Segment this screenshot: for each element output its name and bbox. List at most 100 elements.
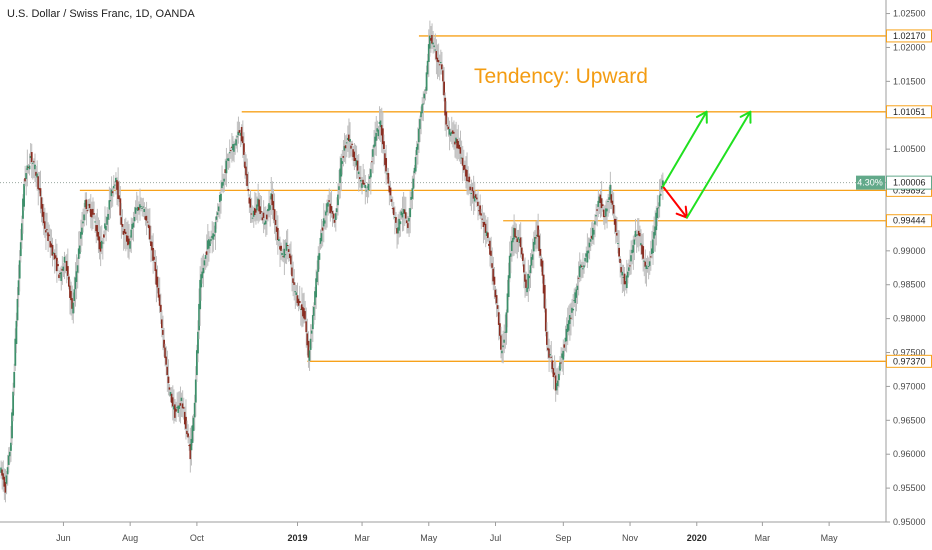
forecast-arrow-shaft[interactable]: [661, 110, 708, 188]
candle-body: [74, 277, 77, 290]
candle-body: [542, 274, 545, 294]
time-tick-label: Sep: [555, 533, 571, 543]
candle-body: [41, 204, 44, 217]
candle-body: [163, 339, 165, 348]
candle-body: [257, 198, 260, 207]
candle-body: [515, 236, 518, 238]
candle-body: [597, 200, 600, 207]
candle-body: [249, 198, 252, 208]
time-tick-label: 2019: [288, 533, 308, 543]
candle-body: [419, 119, 421, 129]
candle-body: [189, 444, 192, 460]
candle-body: [281, 252, 284, 256]
candle-body: [459, 147, 462, 154]
candle-body: [426, 60, 429, 75]
candle-body: [238, 130, 241, 133]
candle-body: [481, 218, 484, 220]
candle-body: [187, 433, 190, 438]
candle-body: [501, 350, 503, 354]
candle-body: [300, 304, 303, 311]
candle-body: [460, 157, 463, 159]
candle-body: [470, 192, 473, 194]
candle-body: [513, 227, 515, 240]
candle-body: [134, 207, 137, 214]
candle-body: [406, 220, 408, 224]
candle-body: [204, 255, 207, 259]
candle-body: [490, 250, 493, 256]
candle-body: [284, 254, 287, 256]
candle-body: [206, 240, 209, 250]
candle-body: [653, 232, 656, 239]
candle-body: [549, 354, 552, 356]
candle-body: [375, 132, 378, 141]
candle-body: [447, 126, 450, 130]
candle-body: [182, 407, 185, 409]
candle-body: [135, 208, 138, 210]
candle-body: [160, 319, 163, 329]
candle-body: [167, 376, 170, 384]
candle-body: [208, 239, 210, 249]
candle-body: [586, 250, 589, 263]
candle-body: [629, 265, 631, 267]
candle-body: [512, 238, 514, 243]
candle-body: [177, 405, 180, 413]
candle-body: [37, 176, 40, 189]
price-axis[interactable]: 1.02500 1.02000 1.01500 1.00500 0.99000 0.985…: [886, 9, 926, 527]
candle-body: [560, 362, 563, 364]
candle-body: [661, 180, 664, 186]
candle-body: [11, 412, 13, 439]
candle-body: [547, 347, 549, 351]
candle-body: [399, 221, 402, 225]
candle-body: [651, 248, 653, 255]
candle-body: [493, 276, 496, 285]
candle-body: [213, 234, 216, 237]
candle-body: [292, 278, 295, 283]
candle-body: [344, 145, 347, 149]
candle-body: [36, 173, 39, 178]
candle-body: [486, 232, 489, 238]
candle-body: [579, 264, 582, 268]
candle-body: [325, 211, 327, 216]
forecast-arrow-shaft[interactable]: [685, 110, 752, 219]
candle-body: [60, 272, 63, 281]
candle-body: [332, 213, 335, 219]
price-tick-label: 0.96000: [893, 449, 926, 459]
candle-body: [224, 169, 227, 174]
candle-body: [392, 207, 395, 215]
candle-body: [618, 247, 621, 257]
candle-body: [288, 253, 291, 259]
candle-body: [620, 267, 623, 273]
candle-body: [262, 212, 265, 218]
candle-body: [321, 227, 324, 231]
candle-body: [205, 251, 208, 255]
candle-body: [275, 226, 278, 232]
candle-body: [364, 185, 367, 189]
candle-body: [162, 330, 164, 335]
candle-body: [308, 350, 311, 361]
candle-body: [630, 255, 633, 262]
candle-body: [613, 218, 616, 225]
forecast-arrow-shaft[interactable]: [661, 185, 688, 219]
time-axis[interactable]: Jun Aug Oct 2019 Mar May Jul Sep Nov 2020 Mar May: [56, 522, 838, 543]
candle-body: [411, 188, 414, 199]
time-tick-label: Mar: [354, 533, 370, 543]
candle-body: [256, 204, 258, 211]
candle-body: [295, 292, 298, 295]
candle-body: [488, 243, 490, 246]
candle-body: [335, 208, 338, 213]
candle-body: [649, 256, 652, 258]
candle-body: [454, 141, 456, 145]
candle-body: [453, 131, 455, 134]
candle-body: [528, 275, 531, 279]
candle-body: [553, 372, 556, 376]
candle-body: [276, 228, 279, 240]
candle-body: [508, 255, 511, 279]
candle-body: [437, 60, 440, 63]
candle-body: [374, 136, 377, 147]
candle-body: [50, 243, 53, 248]
candle-body: [100, 240, 103, 249]
candle-body: [296, 295, 299, 304]
candle-body: [165, 356, 168, 365]
candle-body: [30, 152, 33, 163]
